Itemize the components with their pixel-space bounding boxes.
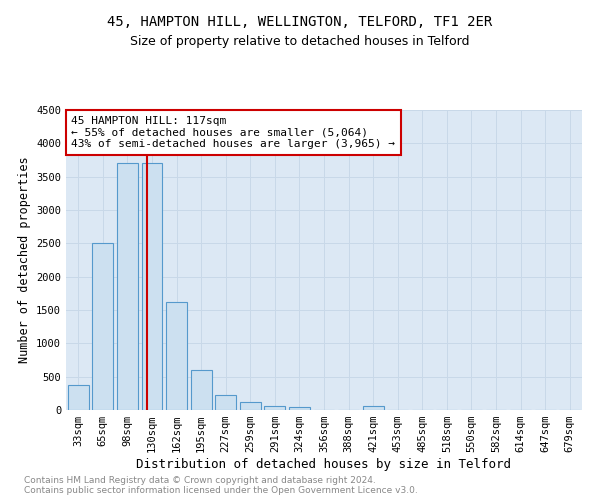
X-axis label: Distribution of detached houses by size in Telford: Distribution of detached houses by size …	[137, 458, 511, 471]
Y-axis label: Number of detached properties: Number of detached properties	[17, 156, 31, 364]
Text: Size of property relative to detached houses in Telford: Size of property relative to detached ho…	[130, 35, 470, 48]
Bar	[142, 164, 163, 410]
Text: Contains HM Land Registry data © Crown copyright and database right 2024.
Contai: Contains HM Land Registry data © Crown c…	[24, 476, 418, 495]
Bar	[289, 406, 310, 410]
Bar	[191, 370, 212, 410]
Text: 45, HAMPTON HILL, WELLINGTON, TELFORD, TF1 2ER: 45, HAMPTON HILL, WELLINGTON, TELFORD, T…	[107, 15, 493, 29]
Bar	[68, 384, 89, 410]
Bar	[117, 164, 138, 410]
Bar	[215, 394, 236, 410]
Bar	[92, 244, 113, 410]
Text: 45 HAMPTON HILL: 117sqm
← 55% of detached houses are smaller (5,064)
43% of semi: 45 HAMPTON HILL: 117sqm ← 55% of detache…	[71, 116, 395, 149]
Bar	[166, 302, 187, 410]
Bar	[240, 402, 261, 410]
Bar	[362, 406, 383, 410]
Bar	[265, 406, 286, 410]
